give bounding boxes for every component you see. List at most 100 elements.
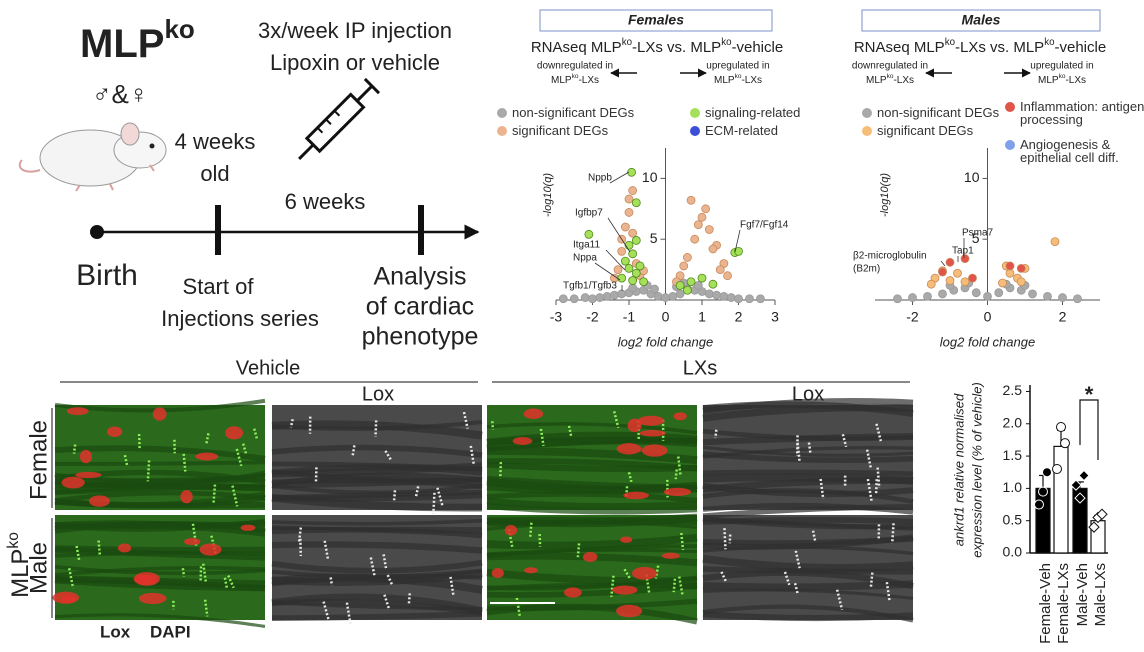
mouse-illustration [18,122,167,192]
comparison-title: RNAseq MLPko-LXs vs. MLPko-vehicle [531,37,783,56]
gene-annotation: Psma7 [962,228,994,239]
column-header: Lox [362,383,394,405]
text-part: ko [622,37,633,48]
striation [345,602,352,625]
text-part: ko [721,37,732,48]
striation [182,453,187,472]
data-point [683,253,692,262]
data-point [628,186,638,195]
nucleus [616,443,642,455]
texture [486,497,698,510]
annotation-leader [607,217,631,253]
direction-up: upregulated in [1030,61,1093,72]
striation [874,479,879,496]
text-part: -LXs [578,75,599,86]
striation [515,597,522,617]
data-point [1096,508,1108,520]
texture [702,516,914,530]
data-point [1043,291,1052,301]
data-point [624,194,634,204]
gene-annotation: (B2m) [853,264,880,275]
stain-label: DAPI [150,622,191,641]
data-point [1078,469,1090,482]
legend-label-box: ECM-related [705,124,778,137]
data-point [1088,521,1100,533]
striation [623,568,631,579]
texture [702,469,914,477]
x-axis-title: log2 fold change [618,334,713,349]
direction-down: downregulated in [537,61,613,72]
gene-annotation: Nppa [573,253,597,264]
data-point [1042,467,1052,478]
striation [819,478,825,500]
nucleus [627,418,642,433]
panel-title-box [861,9,1101,32]
striation [384,450,393,461]
nucleus [240,524,256,531]
data-point [945,257,955,267]
nucleus [180,490,193,504]
bar [1035,487,1051,554]
texture [702,604,914,623]
micrograph [54,398,266,510]
data-point [602,291,612,301]
y-axis-title: expression level (% of vehicle) [969,382,984,558]
nucleus [79,449,92,464]
nucleus [61,476,85,489]
legend-marker [1005,102,1015,112]
data-point [613,265,623,275]
nucleus [616,604,643,618]
nucleus [639,430,666,437]
x-tick-label: Female-Veh [1037,563,1054,644]
striation [498,462,503,479]
x-tick-label: 0 [662,309,670,325]
start-line: Injections series [161,306,319,331]
nucleus [582,552,598,562]
striation [714,429,718,439]
nucleus [623,491,649,500]
texture [702,504,914,519]
texture [271,568,483,579]
data-point [580,293,590,302]
data-point [628,276,638,285]
data-point [1038,486,1048,497]
data-point [971,288,981,298]
texture [54,520,266,537]
nucleus [491,568,504,579]
legend-marker [497,108,507,118]
syringe-illustration [298,77,381,160]
nucleus [199,543,222,556]
data-point [679,261,689,271]
data-point [686,277,696,287]
text-part: ko [164,14,194,44]
nucleus [637,415,665,426]
start-line: Start of [183,274,255,299]
striation [369,557,376,577]
striation [875,423,883,442]
x-tick-label: -2 [586,309,599,325]
striation [865,449,873,470]
striation [202,563,208,582]
x-tick-label: -3 [550,309,563,325]
nucleus [523,408,544,420]
x-tick-label: -2 [906,309,919,325]
texture [702,488,914,504]
direction-up: upregulated in [706,61,769,72]
micrograph [271,405,483,514]
legend-label: significant DEGs [877,124,974,138]
gene-annotation: Itga11 [573,240,600,251]
legend-marker [862,108,872,118]
striation [885,582,891,603]
data-point [1034,499,1044,510]
data-point [1070,479,1082,491]
age-line: 4 weeks [175,129,256,154]
texture [486,598,698,611]
data-point [1016,263,1026,273]
legend-label-box: Angiogenesis & epithelial cell diff. [1020,138,1119,164]
direction-down: downregulated in [852,61,928,72]
texture [486,458,698,472]
striation [407,593,411,606]
data-point [893,294,902,304]
striation [289,418,294,428]
